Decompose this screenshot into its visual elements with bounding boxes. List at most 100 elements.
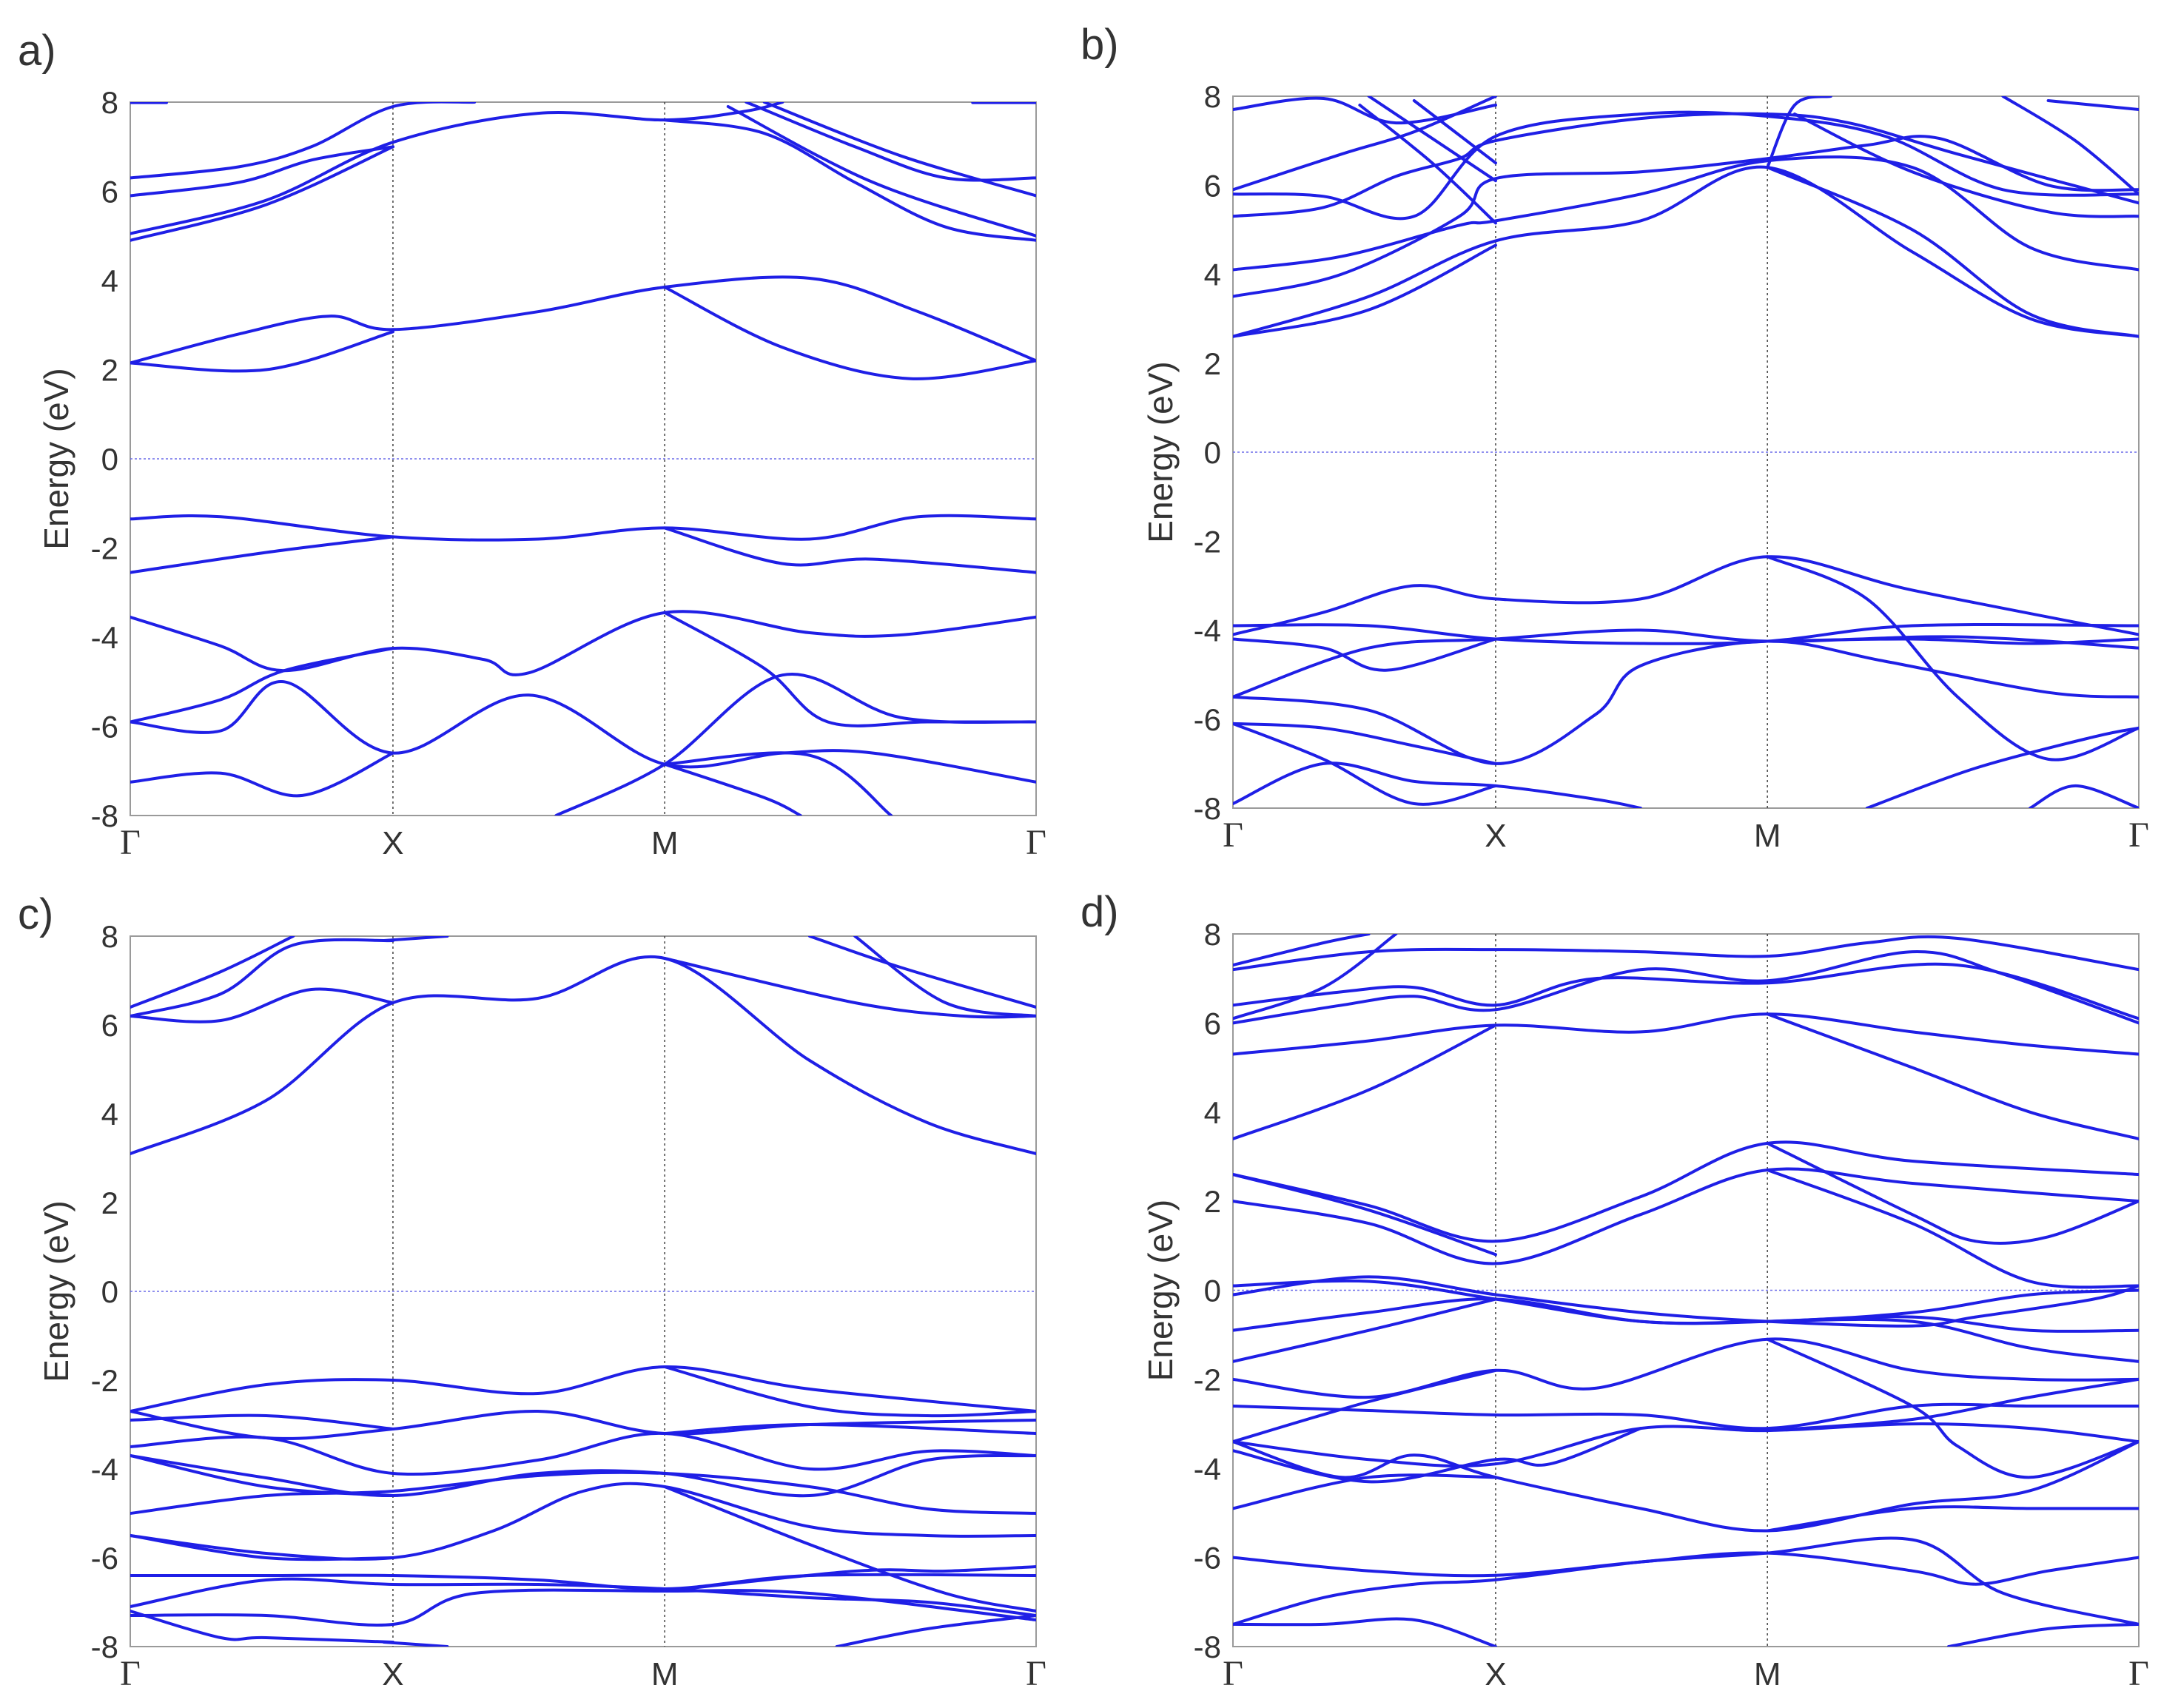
panel-1: b) 8 6 4 2 0 -2 -4 -6 -8 Energy (eV) Γ X M Γ: [1080, 21, 2149, 855]
band-line: [1233, 243, 1497, 338]
panel-label: b): [1080, 21, 1119, 69]
y-tick-label: 8: [1204, 917, 1221, 952]
band-line: [1766, 1317, 2139, 1363]
band-line: [1233, 165, 2139, 338]
band-line: [1233, 1440, 2139, 1533]
y-tick-label: -8: [1194, 791, 1221, 826]
y-tick-label: 0: [101, 1274, 118, 1309]
band-line: [1233, 637, 1497, 672]
band-line: [1233, 622, 2139, 645]
band-line: [663, 1365, 1036, 1418]
band-line: [130, 1482, 1036, 1561]
panel-label: a): [18, 27, 56, 75]
band-line: [1233, 1012, 2139, 1056]
band-line: [1233, 1473, 1497, 1510]
band-line: [1233, 722, 1497, 765]
band-line: [1233, 1297, 2139, 1334]
y-tick-label: 0: [101, 442, 118, 477]
band-line: [130, 987, 394, 1023]
band-line: [1412, 99, 1497, 165]
k-point-label: Γ: [120, 1654, 141, 1693]
y-tick-label: -2: [1194, 524, 1221, 559]
band-line: [1233, 1023, 1497, 1140]
y-tick-label: -4: [91, 620, 118, 655]
band-line: [2029, 784, 2139, 808]
band-line: [1766, 1169, 2139, 1289]
band-line: [130, 1453, 1036, 1498]
band-line: [853, 936, 1036, 1018]
k-point-label: Γ: [1026, 823, 1046, 862]
band-line: [130, 647, 394, 724]
y-axis-label: Energy (eV): [1141, 361, 1180, 542]
y-tick-label: -6: [1194, 1541, 1221, 1576]
y-axis-label: Energy (eV): [37, 368, 75, 549]
band-line: [663, 526, 1036, 574]
y-tick-label: 8: [101, 919, 118, 954]
band-line: [1233, 1297, 1497, 1363]
k-point-label: M: [651, 825, 679, 861]
band-line: [130, 1365, 1036, 1413]
band-line: [1233, 1167, 2139, 1265]
y-tick-label: 2: [101, 1186, 118, 1220]
k-point-label: Γ: [1223, 816, 1243, 855]
y-tick-label: -4: [1194, 613, 1221, 648]
k-point-label: M: [1754, 818, 1781, 854]
band-line: [130, 680, 1036, 784]
band-line: [130, 955, 1036, 1155]
y-tick-label: -8: [91, 798, 118, 833]
y-tick-label: 6: [101, 175, 118, 209]
band-line: [808, 936, 1036, 1009]
band-line: [130, 102, 477, 180]
band-line: [663, 751, 893, 816]
band-line: [663, 1423, 1036, 1435]
band-line: [1233, 1402, 2139, 1430]
band-line: [130, 330, 394, 373]
k-point-label: Γ: [1026, 1654, 1046, 1693]
band-line: [554, 672, 1036, 816]
y-axis-label: Energy (eV): [1141, 1200, 1180, 1381]
band-line: [130, 1577, 1036, 1617]
y-tick-label: 4: [1204, 258, 1221, 292]
band-line: [1766, 1337, 2139, 1479]
band-line: [663, 118, 1036, 242]
panel-3: d) 8 6 4 2 0 -2 -4 -6 -8 Energy (eV) Γ X M Γ: [1080, 888, 2149, 1693]
band-line: [1865, 726, 2139, 808]
band-line: [2001, 96, 2139, 196]
band-line: [1233, 1337, 2139, 1399]
band-line: [1233, 1427, 1642, 1484]
band-line: [1233, 155, 2139, 272]
y-tick-label: -2: [91, 1363, 118, 1398]
y-tick-label: 4: [101, 1097, 118, 1132]
y-tick-label: -2: [1194, 1362, 1221, 1397]
y-tick-label: -6: [91, 1541, 118, 1576]
band-line: [130, 145, 394, 198]
band-line: [1766, 637, 2139, 645]
panel-label: c): [18, 890, 53, 938]
band-line: [1233, 1275, 2139, 1328]
band-line: [130, 1573, 1036, 1591]
band-line: [130, 1588, 1036, 1627]
y-tick-label: -8: [1194, 1630, 1221, 1664]
y-tick-label: -4: [91, 1452, 118, 1487]
band-line: [1233, 1422, 2139, 1467]
band-line: [382, 1641, 449, 1647]
band-line: [1233, 555, 2139, 636]
k-point-label: Γ: [1223, 1654, 1243, 1693]
band-line: [382, 936, 449, 942]
y-tick-label: 0: [1204, 435, 1221, 470]
y-tick-label: -6: [1194, 702, 1221, 737]
bands-group: [130, 102, 1036, 816]
band-line: [130, 145, 394, 242]
band-line: [1766, 1141, 2139, 1245]
band-line: [1233, 1368, 1497, 1444]
band-line: [1766, 1012, 2139, 1140]
y-tick-label: 6: [101, 1008, 118, 1043]
band-line: [762, 102, 1036, 198]
panel-label: d): [1080, 888, 1119, 936]
k-point-label: Γ: [120, 823, 141, 862]
band-line: [835, 1614, 1036, 1647]
k-point-label: X: [1485, 818, 1506, 854]
k-point-label: X: [382, 1656, 403, 1692]
y-tick-label: 2: [1204, 1184, 1221, 1219]
